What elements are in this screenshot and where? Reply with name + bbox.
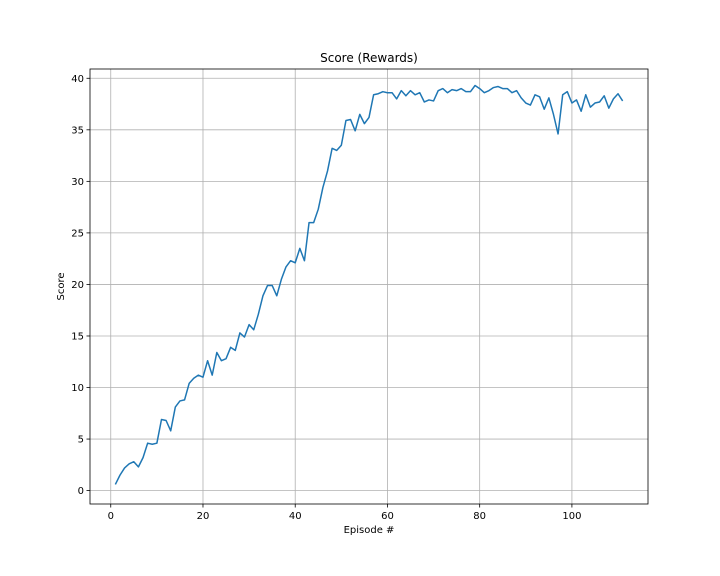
y-tick-label: 35: [71, 125, 84, 136]
grid-layer: [90, 69, 648, 504]
y-tick-label: 15: [71, 331, 84, 342]
x-tick-label: 100: [562, 511, 581, 522]
chart-title: Score (Rewards): [320, 51, 418, 65]
x-tick-label: 20: [197, 511, 210, 522]
y-tick-label: 10: [71, 383, 84, 394]
y-tick-label: 20: [71, 280, 84, 291]
y-tick-label: 40: [71, 74, 84, 85]
y-tick-label: 5: [78, 435, 84, 446]
x-tick-label: 80: [473, 511, 486, 522]
y-axis-label: Score: [56, 272, 67, 300]
y-tick-label: 0: [78, 486, 84, 497]
series-layer: [114, 84, 624, 485]
y-tick-label: 30: [71, 177, 84, 188]
y-tick-label: 25: [71, 228, 84, 239]
x-axis-label: Episode #: [344, 525, 395, 536]
score-series-line: [114, 84, 624, 485]
x-tick-label: 60: [381, 511, 394, 522]
x-tick-label: 40: [289, 511, 302, 522]
axes-frame: [89, 68, 649, 505]
x-tick-label: 0: [108, 511, 114, 522]
tick-layer: 0 20 40 60 80 100 0 5 10 15 20 25 30 35 40: [71, 74, 581, 522]
